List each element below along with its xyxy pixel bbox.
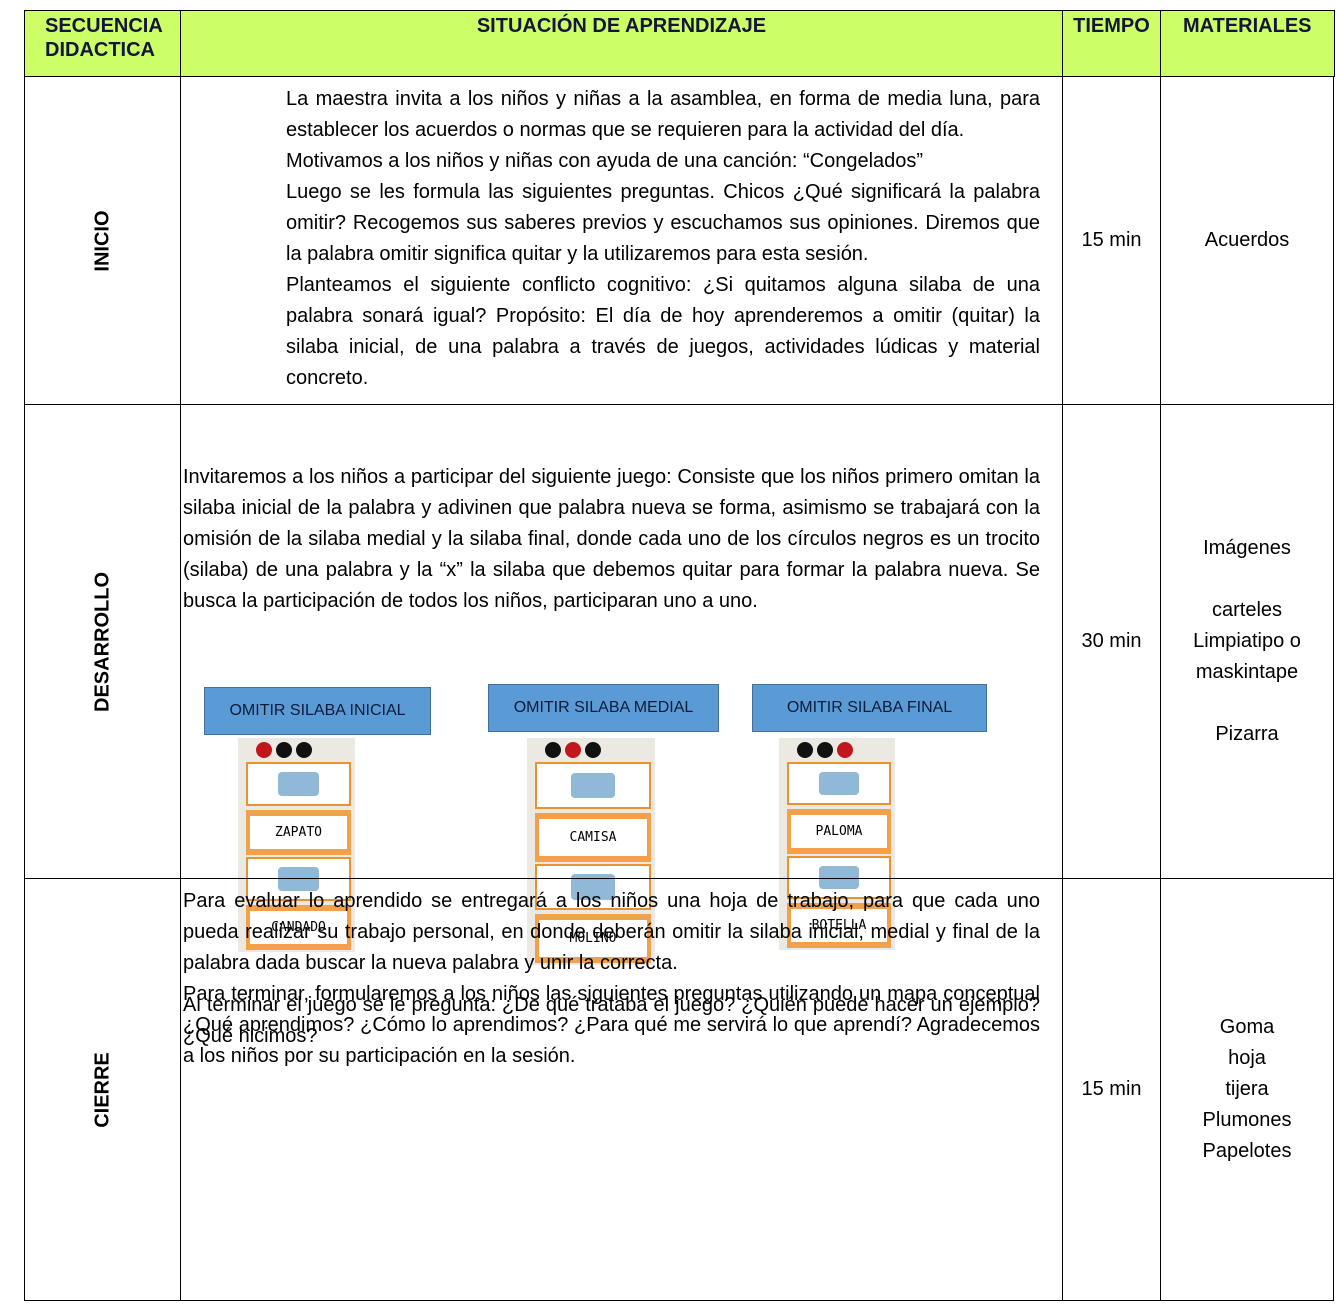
word-card: ZAPATO xyxy=(246,809,351,855)
material: Acuerdos xyxy=(1204,229,1290,251)
word: ZAPATO xyxy=(250,815,347,849)
phase-label: INICIO xyxy=(91,209,114,272)
dot xyxy=(817,742,833,758)
materials-list: Imágenes carteles Limpiatipo o maskintape P… xyxy=(1172,533,1322,750)
header-cell: SITUACIÓN DE APRENDIZAJE xyxy=(180,10,1063,77)
dot xyxy=(276,742,292,758)
dot xyxy=(545,742,561,758)
paragraph: Para evaluar lo aprendido se entregará a… xyxy=(183,890,1040,974)
dot xyxy=(797,742,813,758)
paragraph: Para terminar, formularemos a los niños … xyxy=(183,983,1040,1067)
phase-cell: CIERRE xyxy=(24,878,181,1301)
header-cell: SECUENCIA DIDACTICA xyxy=(24,10,181,77)
header-cell: MATERIALES xyxy=(1160,10,1335,77)
dot xyxy=(565,742,581,758)
word: BOTELLA xyxy=(791,909,887,942)
material: Pizarra xyxy=(1215,723,1279,745)
picture-card xyxy=(787,762,891,805)
word: CANDADO xyxy=(250,910,347,944)
content-text: La maestra invita a los niños y niñas a … xyxy=(286,84,1040,394)
photo: ZAPATO CANDADO xyxy=(238,738,355,952)
phase-cell: DESARROLLO xyxy=(24,404,181,879)
card-label: OMITIR SILABA FINAL xyxy=(752,684,987,732)
dot xyxy=(837,742,853,758)
paragraph: La maestra invita a los niños y niñas a … xyxy=(286,88,1040,141)
picture xyxy=(570,772,616,799)
word-card: PALOMA xyxy=(787,809,891,854)
material: hoja xyxy=(1228,1047,1266,1069)
time-cell: 15 min xyxy=(1062,76,1161,405)
phase-cell: INICIO xyxy=(24,76,181,405)
word: MOLINO xyxy=(539,920,647,957)
header-cell: TIEMPO xyxy=(1062,10,1161,77)
materials-cell: Imágenes carteles Limpiatipo o maskintape P… xyxy=(1160,404,1334,879)
card-label: OMITIR SILABA INICIAL xyxy=(204,687,431,735)
content-text: Para evaluar lo aprendido se entregará a… xyxy=(183,886,1040,1072)
material: Imágenes xyxy=(1203,537,1291,559)
materials-list: Goma hoja tijera Plumones Papelotes xyxy=(1172,1012,1322,1167)
dots xyxy=(256,742,312,758)
dot xyxy=(585,742,601,758)
picture-card xyxy=(246,762,351,806)
picture xyxy=(278,771,319,796)
material: Goma xyxy=(1219,1016,1275,1038)
material: tijera xyxy=(1225,1078,1269,1100)
material: Limpiatipo o maskintape xyxy=(1193,630,1301,683)
picture xyxy=(819,771,859,796)
material: Plumones xyxy=(1202,1109,1292,1131)
word-card: BOTELLA xyxy=(787,903,891,948)
picture-card xyxy=(535,762,651,809)
closing-text: Al terminar el juego se le pregunta: ¿De… xyxy=(183,994,1040,1047)
photo: PALOMA BOTELLA xyxy=(779,738,895,950)
paragraph: Invitaremos a los niños a participar del… xyxy=(183,466,1040,612)
material: carteles xyxy=(1211,599,1283,621)
phase-label: CIERRE xyxy=(91,1051,114,1128)
paragraph: Luego se les formula las siguientes preg… xyxy=(286,181,1040,265)
phase-label: DESARROLLO xyxy=(91,571,114,712)
word-card: CAMISA xyxy=(535,812,651,862)
card-label: OMITIR SILABA MEDIAL xyxy=(488,684,719,732)
picture xyxy=(819,865,859,890)
time-cell: 30 min xyxy=(1062,404,1161,879)
word-card: CANDADO xyxy=(246,904,351,950)
dots xyxy=(797,742,853,758)
photo: CAMISA MOLINO xyxy=(527,738,655,965)
word-card: MOLINO xyxy=(535,914,651,963)
content-text: Invitaremos a los niños a participar del… xyxy=(183,462,1040,617)
word: CAMISA xyxy=(539,818,647,856)
picture-card xyxy=(535,863,651,911)
materials-cell: Acuerdos xyxy=(1160,76,1334,405)
dot xyxy=(296,742,312,758)
word: PALOMA xyxy=(791,815,887,848)
paragraph: Motivamos a los niños y niñas con ayuda … xyxy=(286,150,924,172)
paragraph: Planteamos el siguiente conflicto cognit… xyxy=(286,274,1040,389)
dot xyxy=(256,742,272,758)
materials-cell: Goma hoja tijera Plumones Papelotes xyxy=(1160,878,1334,1301)
time-cell: 15 min xyxy=(1062,878,1161,1301)
dots xyxy=(545,742,601,758)
materials-list: Acuerdos xyxy=(1172,225,1322,256)
material: Papelotes xyxy=(1202,1140,1292,1162)
picture-card xyxy=(787,856,891,899)
